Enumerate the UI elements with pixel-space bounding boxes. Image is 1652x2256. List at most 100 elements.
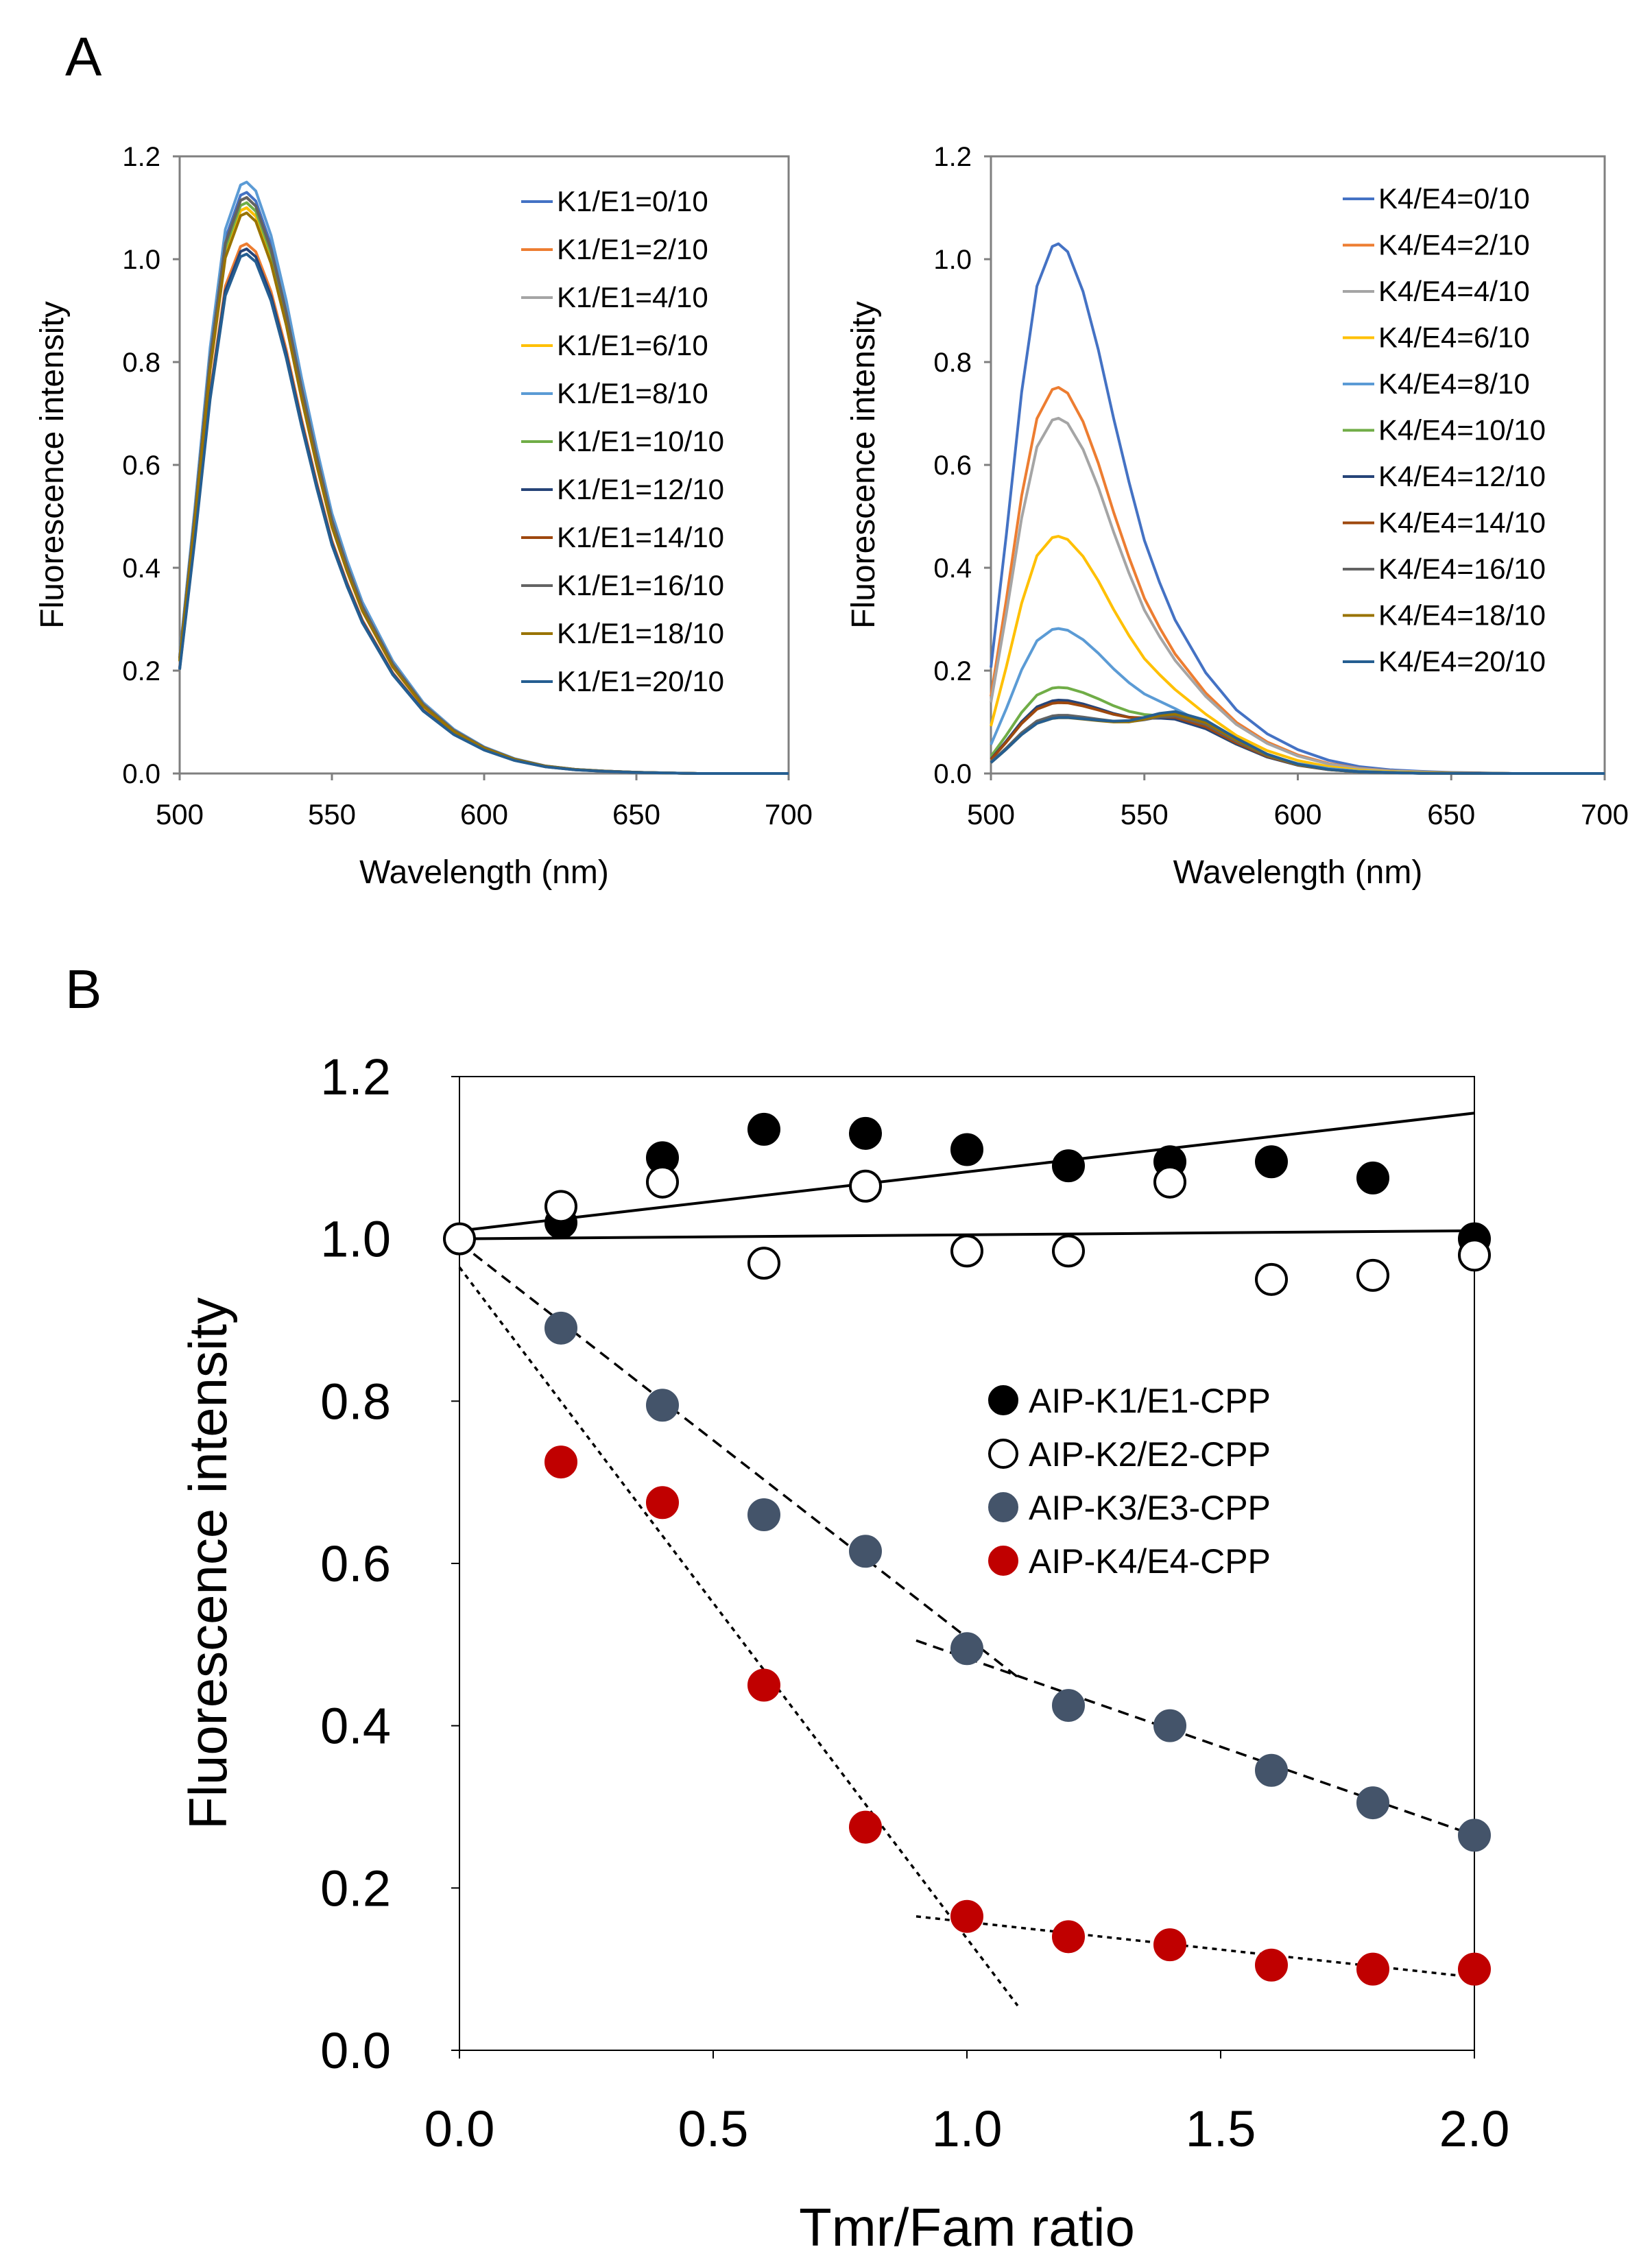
y-tick-label: 0.4 [933, 553, 972, 584]
fit-line [915, 1915, 1475, 1979]
data-point [1356, 1786, 1389, 1820]
x-tick-label: 500 [967, 798, 1015, 830]
legend-entry: K1/E1=2/10 [557, 233, 708, 265]
legend-entry: K1/E1=6/10 [557, 329, 708, 361]
x-tick-label: 550 [1121, 798, 1169, 830]
data-point [646, 1486, 679, 1520]
legend-entry: AIP-K1/E1-CPP [1029, 1382, 1271, 1420]
quenching-scatter-chart: 0.0 0.2 0.4 0.6 0.8 1.0 1.2 0.0 0.5 1.0 1.5 2.0 Tmr/… [178, 1048, 1509, 2256]
y-tick-label: 1.2 [320, 1048, 391, 1105]
x-tick-label: 2.0 [1439, 2100, 1510, 2157]
data-point [1255, 1145, 1288, 1179]
legend-entry: K1/E1=10/10 [557, 425, 724, 457]
data-point [1255, 1753, 1288, 1787]
x-tick-label: 600 [460, 798, 508, 830]
y-tick-label: 1.0 [933, 245, 972, 275]
x-tick-label: 500 [156, 798, 204, 830]
y-tick-label: 0.4 [320, 1698, 391, 1755]
legend-entry: AIP-K4/E4-CPP [1029, 1542, 1271, 1581]
fit-line [459, 1112, 1475, 1232]
x-tick-label: 700 [1581, 798, 1629, 830]
data-point [950, 1234, 983, 1268]
y-tick-label: 0.6 [933, 451, 972, 481]
fit-line [458, 1267, 1019, 2006]
x-axis-title: Wavelength (nm) [359, 854, 609, 891]
data-point [950, 1632, 983, 1666]
y-tick-label: 1.2 [933, 142, 972, 172]
legend-entry: K4/E4=12/10 [1378, 460, 1546, 492]
data-point [544, 1311, 577, 1345]
panel-a-label: A [65, 26, 102, 87]
y-axis-title: Fluorescence intensity [846, 301, 882, 629]
x-tick-label: 550 [308, 798, 356, 830]
y-tick-label: 0.6 [320, 1535, 391, 1592]
data-point [544, 1190, 577, 1223]
legend-entry: K4/E4=6/10 [1378, 322, 1530, 354]
x-tick-label: 650 [1427, 798, 1475, 830]
data-point [1052, 1149, 1085, 1183]
spectra-chart-k4-e4: 0.0 0.2 0.4 0.6 0.8 1.0 1.2 500 550 600 650 700 Wave… [846, 142, 1629, 891]
data-point [1255, 1262, 1288, 1296]
data-point [646, 1165, 679, 1199]
legend-entry: K1/E1=0/10 [557, 185, 708, 217]
data-point [1356, 1258, 1389, 1292]
y-tick-label: 0.0 [122, 759, 160, 789]
data-point [1356, 1161, 1389, 1195]
legend-entry: K1/E1=16/10 [557, 569, 724, 601]
data-point [849, 1535, 882, 1568]
legend-entry: K4/E4=20/10 [1378, 645, 1546, 677]
x-tick-label: 1.5 [1186, 2100, 1256, 2157]
spectra-chart-k1-e1: 0.0 0.2 0.4 0.6 0.8 1.0 1.2 500 550 600 650 700 Wave… [34, 142, 813, 891]
x-axis-title: Tmr/Fam ratio [799, 2197, 1135, 2256]
data-point [443, 1222, 476, 1256]
legend-entry: K4/E4=18/10 [1378, 599, 1546, 632]
y-tick-label: 0.4 [122, 553, 160, 584]
data-point [849, 1116, 882, 1150]
data-point [1458, 1952, 1491, 1986]
legend-entry: K4/E4=10/10 [1378, 414, 1546, 446]
legend-entry: K4/E4=14/10 [1378, 507, 1546, 539]
x-tick-label: 0.0 [424, 2100, 495, 2157]
legend-entry: K1/E1=18/10 [557, 617, 724, 649]
x-tick-label: 0.5 [678, 2100, 749, 2157]
data-point [950, 1899, 983, 1933]
series-line [990, 710, 1605, 775]
y-tick-label: 0.6 [122, 451, 160, 481]
y-tick-label: 0.2 [122, 656, 160, 686]
data-point [1052, 1689, 1085, 1723]
data-point [849, 1169, 882, 1203]
legend-entry: K4/E4=2/10 [1378, 229, 1530, 261]
data-point [849, 1810, 882, 1844]
series-line [178, 252, 789, 775]
data-point [747, 1668, 780, 1702]
legend-marker [988, 1439, 1018, 1469]
data-point [1153, 1928, 1186, 1962]
fit-line [915, 1639, 1475, 1837]
data-point [1458, 1819, 1491, 1852]
data-point [1052, 1920, 1085, 1954]
y-tick-label: 0.2 [933, 656, 972, 686]
data-point [1153, 1165, 1186, 1199]
legend-entry: AIP-K2/E2-CPP [1029, 1435, 1271, 1474]
panel-b-label: B [65, 959, 101, 1020]
legend-entry: K4/E4=0/10 [1378, 182, 1530, 215]
y-tick-label: 0.0 [320, 2022, 391, 2079]
legend-marker [988, 1546, 1018, 1576]
data-point [747, 1498, 780, 1531]
y-tick-label: 0.0 [933, 759, 972, 789]
y-tick-label: 0.2 [320, 1860, 391, 1917]
legend-entry: K4/E4=4/10 [1378, 275, 1530, 307]
legend-entry: K1/E1=12/10 [557, 473, 724, 505]
data-point [1255, 1948, 1288, 1982]
legend-marker [988, 1385, 1018, 1415]
y-tick-label: 1.2 [122, 142, 160, 172]
legend-entry: K1/E1=4/10 [557, 281, 708, 313]
data-point [1153, 1709, 1186, 1742]
x-axis-title: Wavelength (nm) [1173, 854, 1423, 891]
data-point [544, 1445, 577, 1479]
x-tick-label: 1.0 [932, 2100, 1003, 2157]
legend-entry: K1/E1=20/10 [557, 665, 724, 697]
x-tick-label: 600 [1273, 798, 1321, 830]
data-point [1052, 1234, 1085, 1268]
